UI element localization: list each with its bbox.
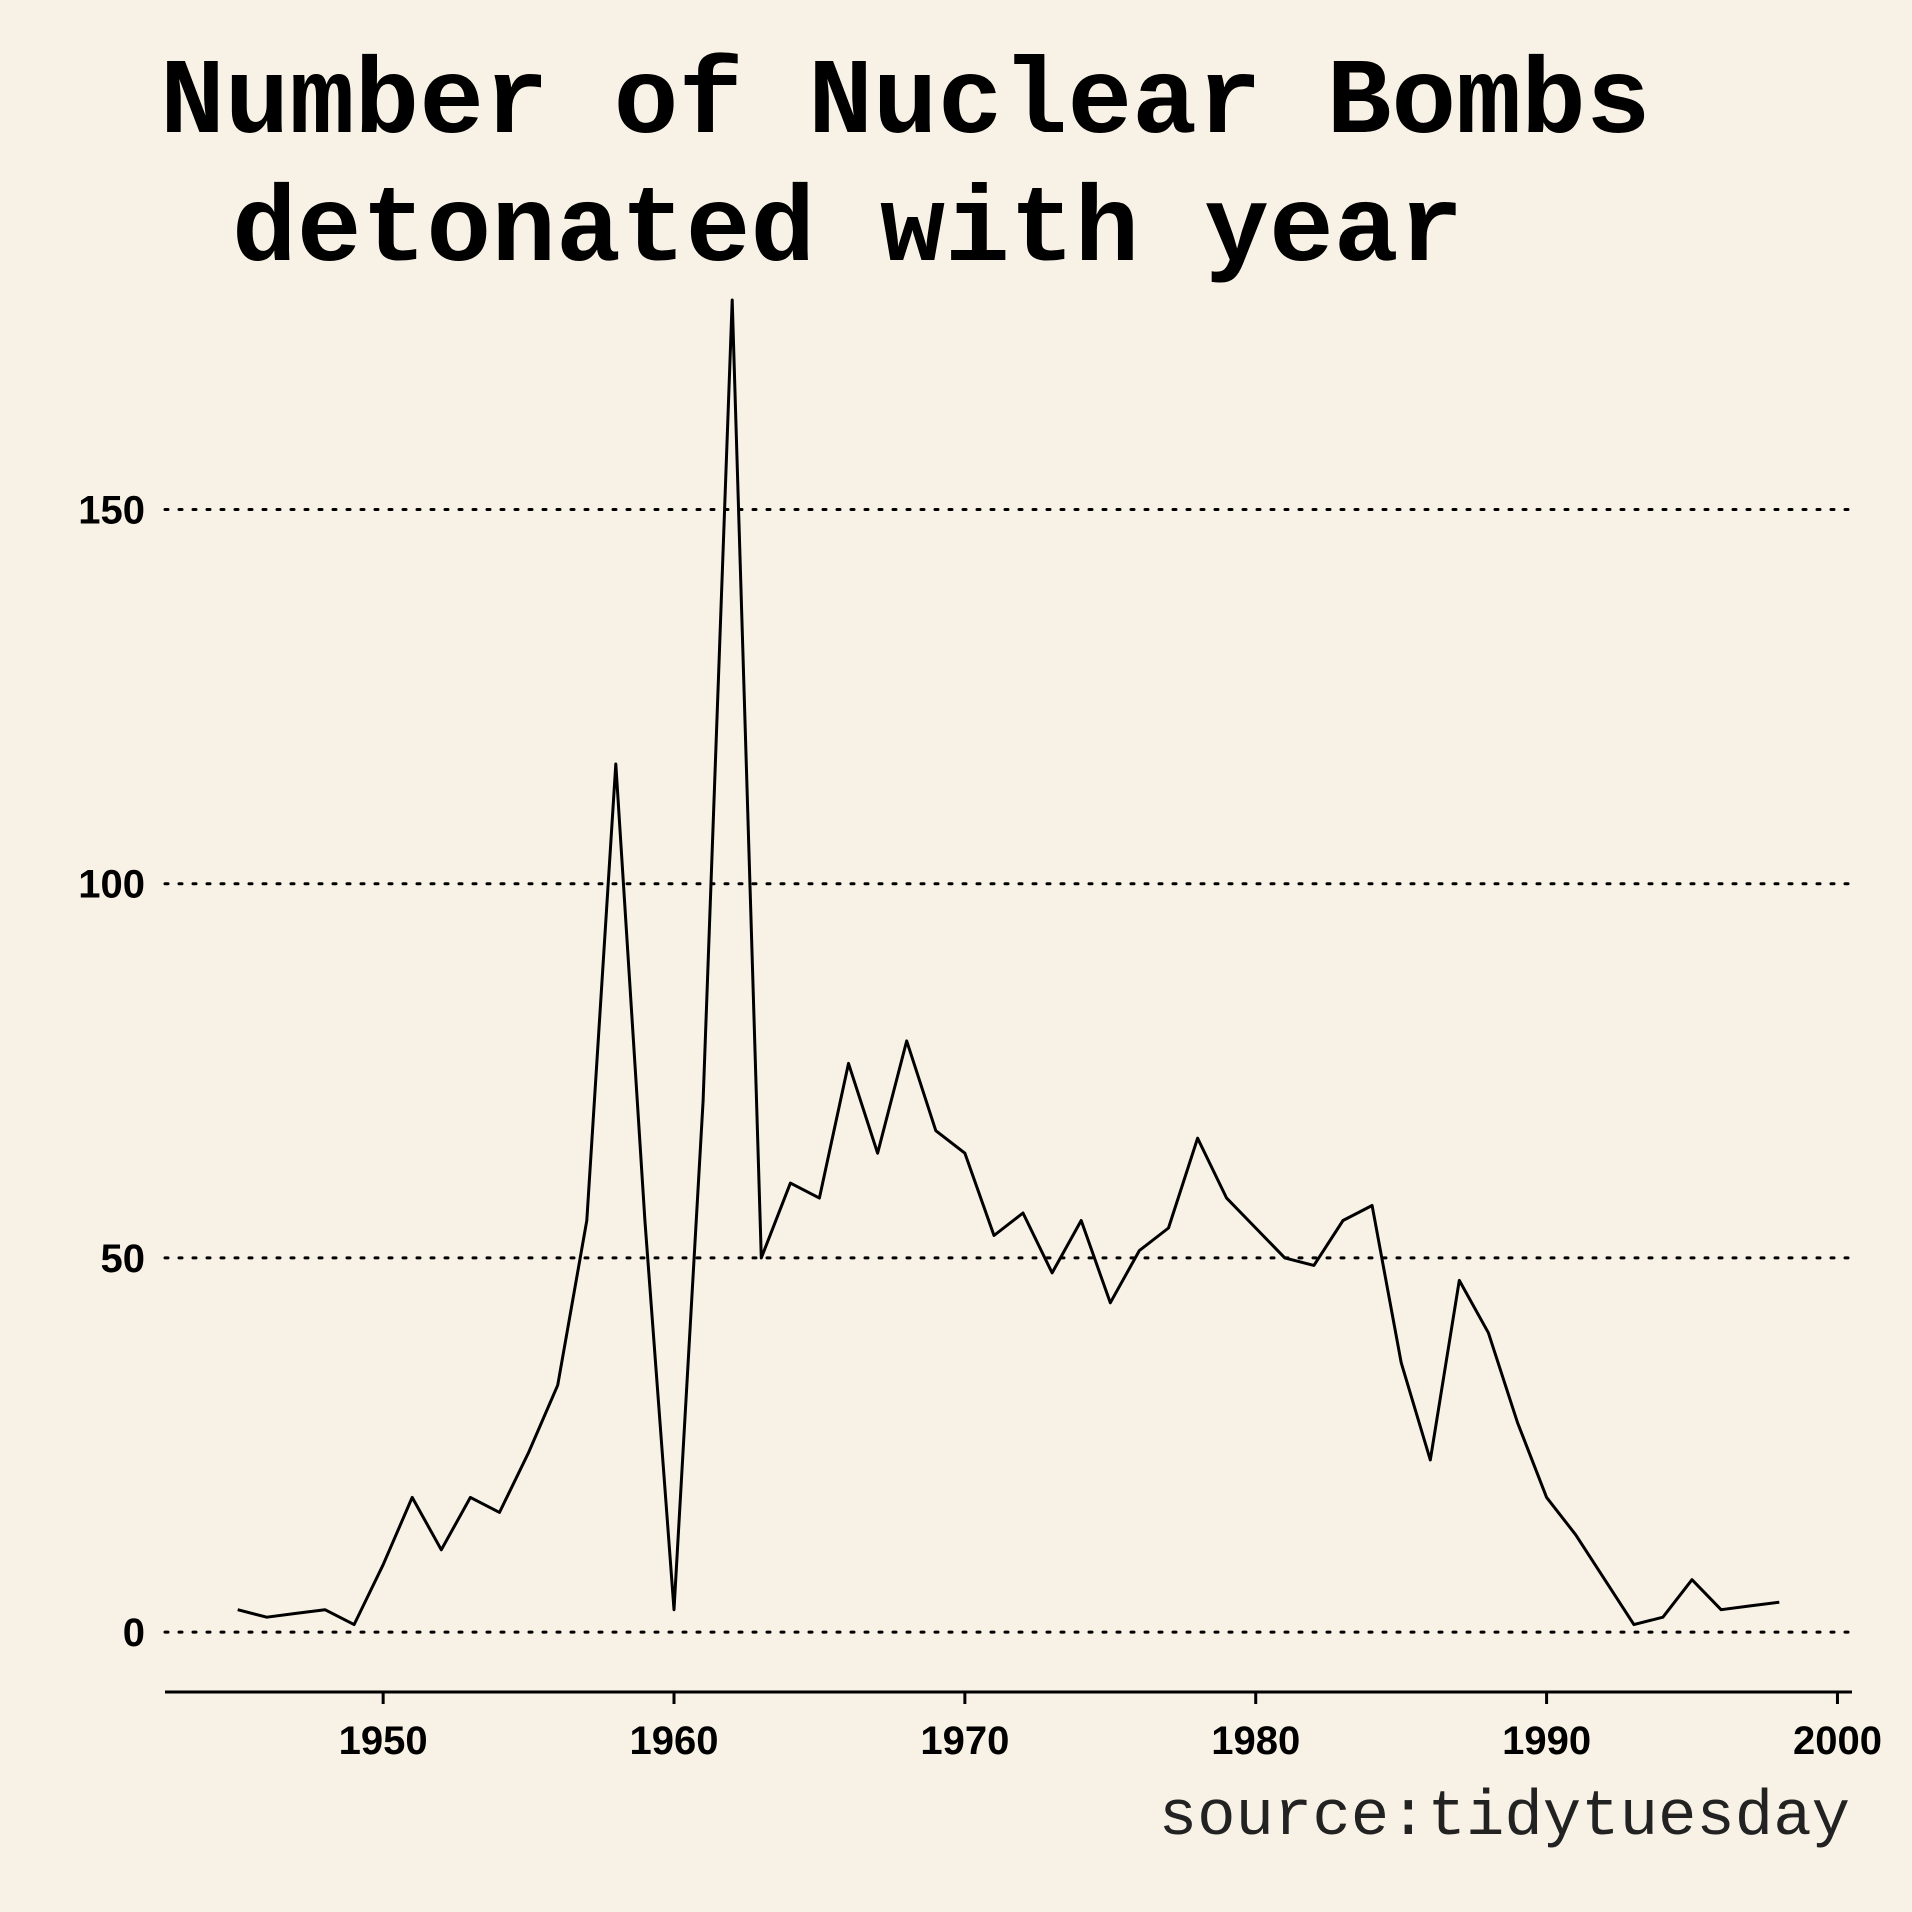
series-line-0 (237, 298, 1780, 1627)
y-tick-label-150: 150 (78, 489, 145, 533)
x-tick-label-1950: 1950 (339, 1719, 428, 1763)
x-tick-label-1970: 1970 (920, 1719, 1009, 1763)
y-tick-label-50: 50 (101, 1237, 146, 1281)
source-caption: source:tidytuesday (1158, 1782, 1850, 1854)
x-tick-label-1990: 1990 (1502, 1719, 1591, 1763)
y-tick-label-100: 100 (78, 863, 145, 907)
x-tick-label-1960: 1960 (630, 1719, 719, 1763)
x-axis-ticks: 1950 1960 1970 1980 1990 2000 (339, 1692, 1882, 1763)
gridlines (163, 508, 1854, 1634)
x-tick-label-1980: 1980 (1211, 1719, 1300, 1763)
y-axis-tick-labels: 0 50 100 150 (78, 489, 145, 1656)
series-group (237, 298, 1780, 1627)
chart-title-line-1: Number of Nuclear Bombs (160, 43, 1651, 165)
x-tick-label-2000: 2000 (1793, 1719, 1882, 1763)
chart-title-line-2: detonated with year (232, 171, 1464, 293)
y-tick-label-0: 0 (123, 1611, 145, 1655)
chart-title: Number of Nuclear Bombs detonated with y… (0, 40, 1912, 296)
